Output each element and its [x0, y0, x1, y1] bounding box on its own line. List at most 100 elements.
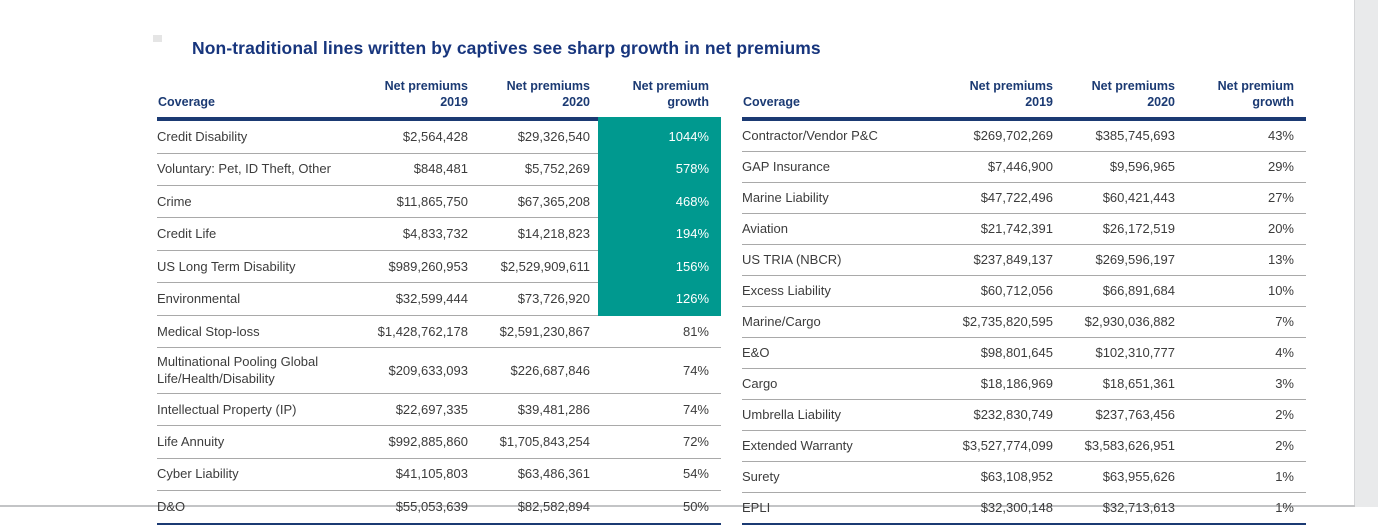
coverage-cell: Medical Stop-loss — [157, 315, 360, 349]
coverage-cell: Cyber Liability — [157, 458, 360, 492]
growth-cell: 43% — [1183, 119, 1306, 152]
table-body: Contractor/Vendor P&C $269,702,269 $385,74… — [742, 119, 1306, 525]
coverage-cell: Voluntary: Pet, ID Theft, Other — [157, 153, 360, 187]
table-row: Credit Disability $2,564,428 $29,326,540 10… — [157, 119, 721, 154]
growth-cell: 54% — [598, 458, 721, 492]
growth-cell: 81% — [598, 315, 721, 349]
header-row: Coverage Net premiums 2019 Net premiums 20… — [742, 72, 1306, 121]
coverage-cell: Multinational Pooling Global Life/Health… — [157, 347, 360, 394]
coverage-cell: EPLI — [742, 492, 945, 525]
table-row: US TRIA (NBCR) $237,849,137 $269,596,197 13… — [742, 244, 1306, 276]
net-premiums-2020-cell: $9,596,965 — [1061, 151, 1183, 183]
growth-cell: 468% — [598, 185, 721, 219]
net-premiums-table-right: Coverage Net premiums 2019 Net premiums 20… — [742, 72, 1306, 525]
coverage-cell: Marine/Cargo — [742, 306, 945, 338]
growth-cell: 578% — [598, 153, 721, 187]
net-premiums-2020-cell: $237,763,456 — [1061, 399, 1183, 431]
net-premiums-2020-cell: $2,529,909,611 — [476, 250, 598, 284]
coverage-cell: Environmental — [157, 282, 360, 316]
net-premiums-2020-cell: $66,891,684 — [1061, 275, 1183, 307]
table-body: Credit Disability $2,564,428 $29,326,540 10… — [157, 119, 721, 525]
table-row: Marine/Cargo $2,735,820,595 $2,930,036,882… — [742, 306, 1306, 338]
net-premiums-2020-cell: $269,596,197 — [1061, 244, 1183, 276]
coverage-cell: Excess Liability — [742, 275, 945, 307]
growth-cell: 72% — [598, 425, 721, 459]
coverage-cell: Aviation — [742, 213, 945, 245]
growth-cell: 4% — [1183, 337, 1306, 369]
table-row: Aviation $21,742,391 $26,172,519 20% — [742, 213, 1306, 245]
page-title: Non-traditional lines written by captive… — [192, 37, 821, 58]
net-premiums-2020-cell: $39,481,286 — [476, 393, 598, 427]
table-row: Umbrella Liability $232,830,749 $237,763,4… — [742, 399, 1306, 431]
net-premium-growth-header: Net premium growth — [598, 72, 721, 121]
net-premiums-2019-cell: $989,260,953 — [360, 250, 476, 284]
growth-cell: 74% — [598, 393, 721, 427]
tables-container: Coverage Net premiums 2019 Net premiums 20… — [157, 72, 1306, 525]
net-premiums-2019-cell: $32,599,444 — [360, 282, 476, 316]
growth-cell: 13% — [1183, 244, 1306, 276]
net-premiums-2019-cell: $32,300,148 — [945, 492, 1061, 525]
net-premiums-2020-header: Net premiums 2020 — [476, 72, 598, 121]
net-premiums-2019-cell: $41,105,803 — [360, 458, 476, 492]
growth-cell: 29% — [1183, 151, 1306, 183]
table-row: Medical Stop-loss $1,428,762,178 $2,591,23… — [157, 315, 721, 349]
net-premiums-2020-cell: $2,930,036,882 — [1061, 306, 1183, 338]
growth-cell: 1% — [1183, 461, 1306, 493]
coverage-cell: D&O — [157, 490, 360, 525]
coverage-cell: Cargo — [742, 368, 945, 400]
table-row: GAP Insurance $7,446,900 $9,596,965 29% — [742, 151, 1306, 183]
net-premiums-2020-cell: $73,726,920 — [476, 282, 598, 316]
growth-cell: 1% — [1183, 492, 1306, 525]
net-premiums-2020-cell: $226,687,846 — [476, 347, 598, 394]
growth-cell: 27% — [1183, 182, 1306, 214]
coverage-cell: US TRIA (NBCR) — [742, 244, 945, 276]
net-premiums-2020-cell: $18,651,361 — [1061, 368, 1183, 400]
net-premiums-2019-cell: $11,865,750 — [360, 185, 476, 219]
net-premiums-2020-cell: $385,745,693 — [1061, 119, 1183, 152]
net-premiums-2019-cell: $209,633,093 — [360, 347, 476, 394]
table-row: Cyber Liability $41,105,803 $63,486,361 54% — [157, 458, 721, 492]
growth-cell: 2% — [1183, 430, 1306, 462]
table-row: Marine Liability $47,722,496 $60,421,443 27… — [742, 182, 1306, 214]
net-premiums-2020-header: Net premiums 2020 — [1061, 72, 1183, 121]
coverage-cell: GAP Insurance — [742, 151, 945, 183]
net-premiums-2019-cell: $63,108,952 — [945, 461, 1061, 493]
growth-cell: 194% — [598, 217, 721, 251]
table-row: EPLI $32,300,148 $32,713,613 1% — [742, 492, 1306, 525]
table-header: Coverage Net premiums 2019 Net premiums 20… — [157, 72, 721, 121]
growth-cell: 3% — [1183, 368, 1306, 400]
net-premiums-2020-cell: $29,326,540 — [476, 119, 598, 154]
net-premiums-2019-header: Net premiums 2019 — [360, 72, 476, 121]
table-row: Cargo $18,186,969 $18,651,361 3% — [742, 368, 1306, 400]
coverage-cell: Intellectual Property (IP) — [157, 393, 360, 427]
growth-cell: 156% — [598, 250, 721, 284]
table-header: Coverage Net premiums 2019 Net premiums 20… — [742, 72, 1306, 121]
growth-cell: 50% — [598, 490, 721, 525]
net-premiums-2019-cell: $4,833,732 — [360, 217, 476, 251]
coverage-header: Coverage — [742, 72, 945, 121]
table-row: Surety $63,108,952 $63,955,626 1% — [742, 461, 1306, 493]
net-premiums-2019-cell: $60,712,056 — [945, 275, 1061, 307]
coverage-cell: E&O — [742, 337, 945, 369]
net-premiums-2020-cell: $67,365,208 — [476, 185, 598, 219]
coverage-cell: US Long Term Disability — [157, 250, 360, 284]
growth-cell: 74% — [598, 347, 721, 394]
net-premiums-2019-cell: $7,446,900 — [945, 151, 1061, 183]
net-premium-growth-header: Net premium growth — [1183, 72, 1306, 121]
net-premiums-2019-cell: $269,702,269 — [945, 119, 1061, 152]
net-premiums-2019-header: Net premiums 2019 — [945, 72, 1061, 121]
net-premiums-2019-cell: $992,885,860 — [360, 425, 476, 459]
net-premiums-2019-cell: $232,830,749 — [945, 399, 1061, 431]
net-premiums-2019-cell: $1,428,762,178 — [360, 315, 476, 349]
net-premiums-2019-cell: $3,527,774,099 — [945, 430, 1061, 462]
table-row: Contractor/Vendor P&C $269,702,269 $385,74… — [742, 119, 1306, 152]
table-row: Life Annuity $992,885,860 $1,705,843,254 72… — [157, 425, 721, 459]
coverage-cell: Umbrella Liability — [742, 399, 945, 431]
net-premiums-2019-cell: $22,697,335 — [360, 393, 476, 427]
net-premiums-2020-cell: $1,705,843,254 — [476, 425, 598, 459]
table-row: D&O $55,053,639 $82,582,894 50% — [157, 490, 721, 525]
net-premiums-2019-cell: $98,801,645 — [945, 337, 1061, 369]
net-premiums-2020-cell: $63,486,361 — [476, 458, 598, 492]
coverage-cell: Crime — [157, 185, 360, 219]
net-premiums-2019-cell: $47,722,496 — [945, 182, 1061, 214]
